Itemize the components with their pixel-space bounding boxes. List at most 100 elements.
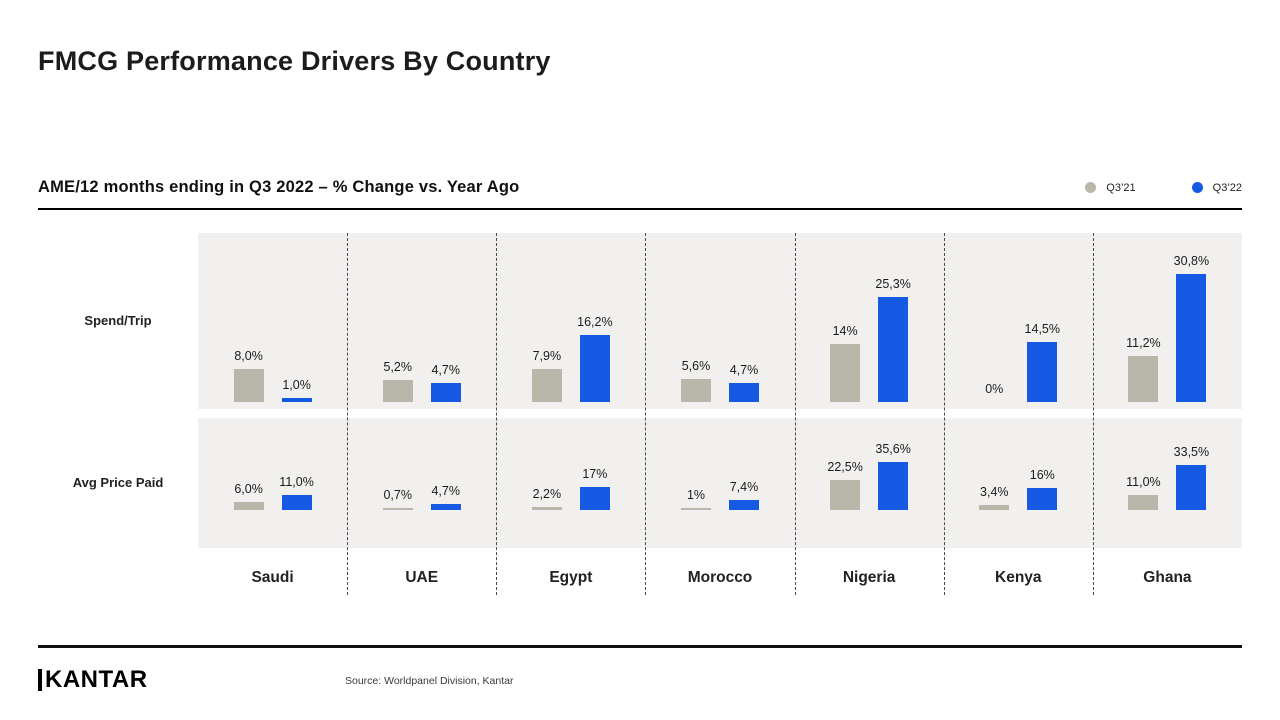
bar-value-label: 7,9% bbox=[532, 349, 562, 364]
legend-item-q321: Q3’21 bbox=[1085, 181, 1136, 194]
bar-group-uae: 0,7% 4,7% bbox=[347, 418, 496, 548]
bar-value-label: 0,7% bbox=[383, 488, 412, 502]
bar-q322: 14,5% bbox=[1025, 322, 1060, 402]
bar-q321: 5,2% bbox=[382, 360, 413, 402]
bar-q322: 4,7% bbox=[728, 363, 759, 402]
bar-value-label: 4,7% bbox=[729, 362, 759, 377]
bar-value-label: 0% bbox=[985, 382, 1004, 396]
country-label-saudi: Saudi bbox=[251, 569, 294, 586]
bar-value-label: 17% bbox=[582, 467, 608, 481]
bar-q321: 5,6% bbox=[680, 359, 711, 402]
bar-q322: 25,3% bbox=[875, 277, 911, 402]
bar-value-label: 25,3% bbox=[875, 277, 911, 291]
column-separator bbox=[496, 233, 498, 595]
bar-q321: 3,4% bbox=[979, 485, 1010, 510]
bar-value-label: 4,7% bbox=[431, 483, 460, 498]
bar-group-ghana: 11,2% 30,8% bbox=[1093, 233, 1242, 409]
bar-q321: 7,9% bbox=[531, 349, 562, 402]
bar-value-label: 11,0% bbox=[279, 475, 314, 490]
bar-value-label: 16,2% bbox=[577, 314, 613, 329]
logo-text: KANTAR bbox=[45, 666, 148, 693]
country-label-egypt: Egypt bbox=[549, 569, 593, 586]
bar-value-label: 11,2% bbox=[1126, 335, 1161, 350]
column-separator bbox=[794, 233, 796, 595]
bar-value-label: 5,6% bbox=[681, 358, 711, 373]
bar-q321: 0,7% bbox=[382, 488, 413, 510]
bar-group-ghana: 11,0% 33,5% bbox=[1093, 418, 1242, 548]
row-label: Avg Price Paid bbox=[72, 475, 164, 490]
bar-value-label: 33,5% bbox=[1173, 444, 1210, 459]
bar-q321: 11,0% bbox=[1126, 475, 1161, 510]
bar-group-egypt: 7,9% 16,2% bbox=[496, 233, 645, 409]
bar-value-label: 8,0% bbox=[234, 348, 263, 363]
column-separator bbox=[645, 233, 647, 595]
bar-group-saudi: 8,0% 1,0% bbox=[198, 233, 347, 409]
bar-group-morocco: 1% 7,4% bbox=[645, 418, 794, 548]
bar-value-label: 5,2% bbox=[383, 360, 412, 375]
bar-value-label: 14% bbox=[832, 323, 858, 338]
bar-value-label: 4,7% bbox=[431, 362, 460, 377]
bar-q322: 33,5% bbox=[1174, 445, 1209, 510]
bar-group-nigeria: 22,5% 35,6% bbox=[795, 418, 944, 548]
legend-dot-q321-icon bbox=[1085, 182, 1097, 193]
bar-q322: 4,7% bbox=[430, 484, 461, 510]
bar-value-label: 1% bbox=[686, 488, 706, 502]
bar-q322: 4,7% bbox=[430, 363, 461, 402]
legend-label-q321: Q3’21 bbox=[1106, 181, 1136, 194]
bar-q322: 30,8% bbox=[1174, 254, 1209, 402]
bar-value-label: 30,8% bbox=[1173, 254, 1210, 269]
row-label: Spend/Trip bbox=[84, 313, 152, 328]
kantar-logo: KANTAR bbox=[38, 666, 148, 694]
bar-q322: 16% bbox=[1027, 468, 1058, 510]
logo-bar-icon bbox=[38, 669, 42, 691]
country-label-uae: UAE bbox=[405, 569, 439, 586]
country-label-ghana: Ghana bbox=[1143, 569, 1192, 586]
bar-value-label: 6,0% bbox=[234, 481, 263, 496]
chart-subheader: AME/12 months ending in Q3 2022 – % Chan… bbox=[38, 178, 1242, 210]
bar-group-morocco: 5,6% 4,7% bbox=[645, 233, 794, 409]
bar-q322: 16,2% bbox=[577, 315, 613, 402]
bar-value-label: 35,6% bbox=[875, 441, 911, 456]
bar-q321: 11,2% bbox=[1126, 336, 1161, 402]
bar-value-label: 7,4% bbox=[729, 480, 759, 494]
column-separator bbox=[347, 233, 349, 595]
band-spend-trip: 8,0% 1,0% 5,2% 4,7% 7,9% 16,2% 5,6% 4,7% 14% 25,3… bbox=[198, 233, 1242, 409]
bar-q322: 11,0% bbox=[279, 475, 314, 510]
bar-value-label: 14,5% bbox=[1024, 321, 1060, 336]
country-label-morocco: Morocco bbox=[687, 569, 753, 586]
column-separator bbox=[943, 233, 945, 595]
bar-q322: 1,0% bbox=[281, 378, 312, 402]
column-separator bbox=[1092, 233, 1094, 595]
bar-q321: 8,0% bbox=[233, 349, 264, 402]
source-note: Source: Worldpanel Division, Kantar bbox=[345, 675, 514, 687]
bar-group-kenya: 0% 14,5% bbox=[944, 233, 1093, 409]
bar-group-uae: 5,2% 4,7% bbox=[347, 233, 496, 409]
bar-q322: 17% bbox=[579, 467, 610, 510]
bar-value-label: 1,0% bbox=[282, 377, 311, 392]
country-label-kenya: Kenya bbox=[995, 569, 1042, 586]
bar-group-nigeria: 14% 25,3% bbox=[795, 233, 944, 409]
bar-value-label: 11,0% bbox=[1126, 475, 1161, 490]
bar-q321: 14% bbox=[830, 324, 861, 402]
country-label-nigeria: Nigeria bbox=[842, 569, 896, 586]
bar-q321: 6,0% bbox=[233, 482, 264, 510]
legend-item-q322: Q3’22 bbox=[1191, 182, 1242, 194]
chart-area: 8,0% 1,0% 5,2% 4,7% 7,9% 16,2% 5,6% 4,7% 14% 25,3… bbox=[38, 233, 1242, 600]
bar-q321: 2,2% bbox=[531, 487, 562, 510]
bar-q322: 7,4% bbox=[728, 480, 759, 510]
legend: Q3’21 Q3’22 bbox=[1085, 182, 1242, 194]
bar-q322: 35,6% bbox=[875, 442, 911, 510]
band-avg-price-paid: 6,0% 11,0% 0,7% 4,7% 2,2% 17% 1% 7,4% 22,5% 35,6%… bbox=[198, 418, 1242, 548]
bar-value-label: 22,5% bbox=[827, 459, 863, 474]
bar-value-label: 3,4% bbox=[980, 485, 1009, 500]
bar-group-kenya: 3,4% 16% bbox=[944, 418, 1093, 548]
page-title: FMCG Performance Drivers By Country bbox=[38, 46, 551, 76]
chart-subtitle: AME/12 months ending in Q3 2022 – % Chan… bbox=[38, 178, 520, 196]
bar-value-label: 16% bbox=[1029, 468, 1055, 483]
bar-group-egypt: 2,2% 17% bbox=[496, 418, 645, 548]
bar-value-label: 2,2% bbox=[532, 487, 562, 501]
legend-dot-q322-icon bbox=[1191, 182, 1203, 193]
bottom-divider bbox=[38, 645, 1242, 648]
bar-q321: 22,5% bbox=[827, 460, 863, 510]
